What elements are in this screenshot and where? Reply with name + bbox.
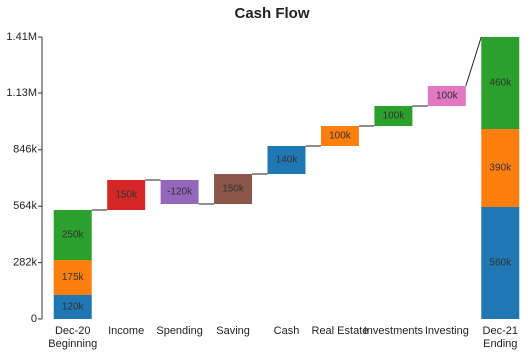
- x-tick-label-line: Investing: [425, 325, 469, 337]
- y-tick-label: 564k: [13, 200, 37, 212]
- value-label: 150k: [222, 184, 245, 195]
- x-tick-label: Spending: [156, 325, 203, 337]
- value-label: -120k: [167, 187, 193, 198]
- x-tick-label-line: Income: [108, 325, 144, 337]
- bar-segment: [267, 146, 306, 174]
- x-tick-label: Investing: [425, 325, 469, 337]
- x-tick-label: Dec-21 Ending: [483, 325, 518, 350]
- bar-segment: [374, 106, 413, 126]
- bar-segment: [320, 126, 359, 146]
- value-label: 460k: [489, 78, 512, 89]
- bar-segment: [214, 174, 253, 204]
- x-tick-label-line: Saving: [216, 325, 250, 337]
- x-tick-label-line: Investments: [364, 325, 424, 337]
- bar-segment: [53, 210, 92, 260]
- y-tick-label: 1.41M: [6, 31, 37, 43]
- value-label: 390k: [489, 163, 512, 174]
- value-label: 100k: [436, 91, 459, 102]
- bar-segment: [427, 86, 466, 106]
- x-tick-label: Real Estate: [312, 325, 369, 337]
- x-tick-label-line: Spending: [156, 325, 203, 337]
- bar-segment: [53, 260, 92, 295]
- x-tick-label: Cash: [274, 325, 300, 337]
- x-tick-label: Investments: [364, 325, 424, 337]
- bar-segment: [53, 295, 92, 319]
- bar-segment: [481, 37, 520, 129]
- y-tick-label: 0: [31, 313, 37, 325]
- x-tick-label: Income: [108, 325, 144, 337]
- y-tick-label: 282k: [13, 257, 37, 269]
- value-label: 140k: [276, 155, 299, 166]
- y-tick-label: 1.13M: [6, 87, 37, 99]
- x-tick-label: Dec-20 Beginning: [48, 325, 97, 350]
- value-label: 150k: [115, 190, 138, 201]
- bar-segment: [107, 180, 146, 210]
- x-tick-label: Saving: [216, 325, 250, 337]
- x-tick-label-line: Real Estate: [312, 325, 369, 337]
- value-label: 120k: [62, 302, 85, 313]
- value-label: 175k: [62, 272, 85, 283]
- x-tick-label-line: Cash: [274, 325, 300, 337]
- x-tick-label-line: Dec-20: [55, 325, 90, 337]
- value-label: 250k: [62, 230, 85, 241]
- bar-segment: [481, 207, 520, 319]
- x-tick-label-line: Beginning: [48, 338, 97, 350]
- value-label: 560k: [489, 258, 512, 269]
- value-label: 100k: [383, 111, 406, 122]
- x-tick-label-line: Ending: [483, 338, 517, 350]
- connector: [465, 36, 482, 87]
- bar-segment: [481, 129, 520, 207]
- y-tick-label: 846k: [13, 144, 37, 156]
- x-tick-label-line: Dec-21: [483, 325, 518, 337]
- chart-title: Cash Flow: [234, 5, 309, 22]
- bar-segment: [160, 180, 199, 204]
- value-label: 100k: [329, 131, 352, 142]
